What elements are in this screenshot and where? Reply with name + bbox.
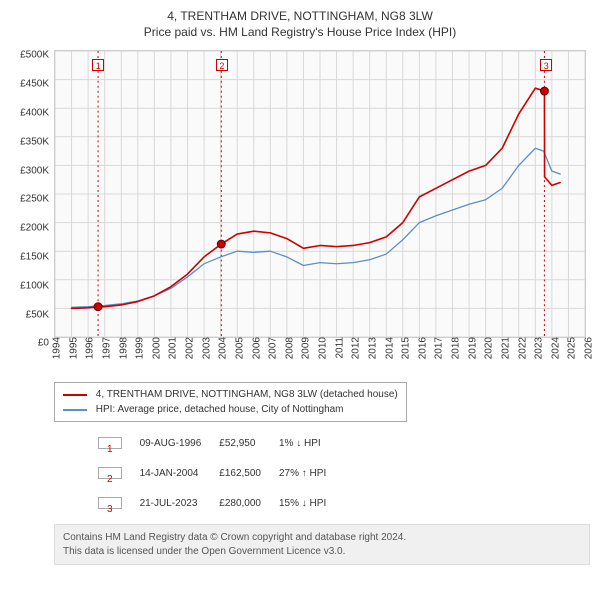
x-tick-label: 2007 [264,337,279,359]
legend-swatch-property [63,394,87,396]
x-tick-label: 1999 [131,337,146,359]
sale-date: 14-JAN-2004 [140,458,220,488]
x-tick-label: 2009 [297,337,312,359]
x-tick-label: 2000 [147,337,162,359]
x-tick-label: 1995 [64,337,79,359]
chart-title: 4, TRENTHAM DRIVE, NOTTINGHAM, NG8 3LW P… [10,8,590,40]
x-tick-label: 2020 [480,337,495,359]
sale-marker-icon: 1 [98,437,122,449]
sale-marker-2: 2 [216,59,228,71]
legend-label-hpi: HPI: Average price, detached house, City… [96,404,344,415]
legend: 4, TRENTHAM DRIVE, NOTTINGHAM, NG8 3LW (… [54,382,407,422]
x-tick-label: 2026 [580,337,595,359]
legend-item-hpi: HPI: Average price, detached house, City… [63,402,398,417]
y-tick-label: £50K [26,309,55,320]
y-tick-label: £150K [20,251,55,262]
x-tick-label: 2025 [563,337,578,359]
sale-marker-icon: 2 [98,467,122,479]
sale-date: 09-AUG-1996 [140,428,220,458]
x-tick-label: 2005 [230,337,245,359]
sales-row: 2 14-JAN-2004£162,50027% ↑ HPI [54,458,344,488]
attribution: Contains HM Land Registry data © Crown c… [54,524,590,565]
x-tick-label: 1994 [48,337,63,359]
legend-label-property: 4, TRENTHAM DRIVE, NOTTINGHAM, NG8 3LW (… [96,389,398,400]
x-tick-label: 2008 [280,337,295,359]
sale-marker-1: 1 [92,59,104,71]
x-tick-label: 2011 [330,337,345,359]
sales-row: 1 09-AUG-1996£52,9501% ↓ HPI [54,428,344,458]
plot-area: £0£50K£100K£150K£200K£250K£300K£350K£400… [54,50,586,338]
x-tick-label: 2023 [530,337,545,359]
x-tick-label: 2021 [496,337,511,359]
x-tick-label: 2019 [463,337,478,359]
y-tick-label: £450K [20,79,55,90]
x-tick-label: 1996 [81,337,96,359]
y-tick-label: £500K [20,50,55,61]
x-tick-label: 2013 [363,337,378,359]
x-tick-label: 2016 [413,337,428,359]
sales-table: 1 09-AUG-1996£52,9501% ↓ HPI 2 14-JAN-2004£… [54,428,344,518]
sale-marker-icon: 3 [98,497,122,509]
x-tick-label: 2017 [430,337,445,359]
title-line1: 4, TRENTHAM DRIVE, NOTTINGHAM, NG8 3LW [10,8,590,24]
x-tick-label: 1998 [114,337,129,359]
x-tick-label: 2022 [513,337,528,359]
x-tick-label: 2018 [447,337,462,359]
x-tick-label: 1997 [97,337,112,359]
y-tick-label: £100K [20,280,55,291]
legend-item-property: 4, TRENTHAM DRIVE, NOTTINGHAM, NG8 3LW (… [63,387,398,402]
x-tick-label: 2014 [380,337,395,359]
x-tick-label: 2003 [197,337,212,359]
chart: £0£50K£100K£150K£200K£250K£300K£350K£400… [10,46,590,376]
sale-price: £162,500 [219,458,279,488]
y-tick-label: £300K [20,165,55,176]
y-tick-label: £200K [20,223,55,234]
attribution-line2: This data is licensed under the Open Gov… [63,545,581,559]
sale-diff: 1% ↓ HPI [279,428,344,458]
sales-row: 3 21-JUL-2023£280,00015% ↓ HPI [54,488,344,518]
x-tick-label: 2002 [181,337,196,359]
x-tick-label: 2012 [347,337,362,359]
x-tick-label: 2010 [314,337,329,359]
x-tick-label: 2015 [397,337,412,359]
y-tick-label: £350K [20,136,55,147]
x-tick-label: 2001 [164,337,179,359]
sale-diff: 27% ↑ HPI [279,458,344,488]
x-tick-label: 2004 [214,337,229,359]
x-tick-label: 2024 [546,337,561,359]
x-tick-label: 2006 [247,337,262,359]
title-line2: Price paid vs. HM Land Registry's House … [10,24,590,40]
sale-diff: 15% ↓ HPI [279,488,344,518]
y-tick-label: £250K [20,194,55,205]
chart-svg [55,51,585,337]
sale-price: £280,000 [219,488,279,518]
sale-date: 21-JUL-2023 [140,488,220,518]
legend-swatch-hpi [63,409,87,411]
sale-price: £52,950 [219,428,279,458]
attribution-line1: Contains HM Land Registry data © Crown c… [63,531,581,545]
y-tick-label: £400K [20,107,55,118]
sale-marker-3: 3 [540,59,552,71]
